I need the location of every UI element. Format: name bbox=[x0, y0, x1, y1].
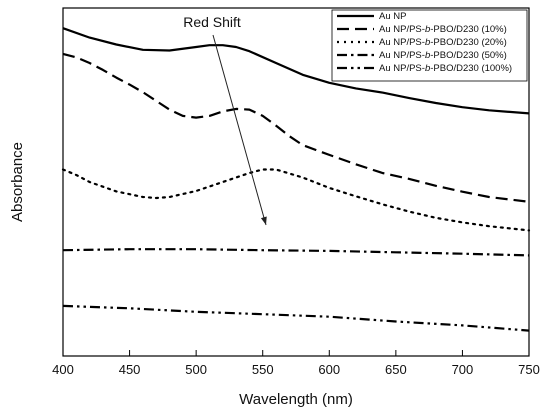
legend: Au NP Au NP/PS-b-PBO/D230 (10%) Au NP/PS-b… bbox=[331, 9, 528, 82]
x-tick-label: 450 bbox=[119, 362, 141, 377]
red-shift-label: Red Shift bbox=[183, 14, 241, 30]
red-shift-arrow bbox=[212, 34, 267, 226]
series-line-5 bbox=[62, 304, 530, 332]
red-shift-arrowhead bbox=[260, 216, 267, 225]
series-line-3 bbox=[61, 168, 531, 232]
legend-box bbox=[331, 9, 528, 82]
series-line-1 bbox=[62, 27, 530, 115]
legend-label-4: Au NP/PS-b-PBO/D230 (50%) bbox=[379, 50, 507, 61]
x-tick-label: 700 bbox=[452, 362, 474, 377]
legend-label-2: Au NP/PS-b-PBO/D230 (10%) bbox=[379, 24, 507, 35]
series-lines bbox=[61, 27, 531, 332]
x-tick-label: 500 bbox=[185, 362, 207, 377]
series-line-2 bbox=[62, 52, 530, 203]
x-tick-label: 600 bbox=[318, 362, 340, 377]
x-tick-label: 750 bbox=[518, 362, 540, 377]
x-axis-title: Wavelength (nm) bbox=[239, 391, 353, 408]
series-line-4 bbox=[62, 248, 530, 257]
y-axis-title: Absorbance bbox=[9, 142, 26, 222]
legend-label-1: Au NP bbox=[379, 11, 406, 22]
x-tick-label: 400 bbox=[52, 362, 74, 377]
legend-label-5: Au NP/PS-b-PBO/D230 (100%) bbox=[379, 63, 512, 74]
x-tick-label: 550 bbox=[252, 362, 274, 377]
legend-label-3: Au NP/PS-b-PBO/D230 (20%) bbox=[379, 37, 507, 48]
x-tick-label: 650 bbox=[385, 362, 407, 377]
plot-frame bbox=[62, 7, 530, 357]
x-axis-ticks: 400 450 500 550 600 650 700 750 bbox=[52, 350, 540, 377]
red-shift-annotation: Red Shift bbox=[183, 14, 267, 226]
